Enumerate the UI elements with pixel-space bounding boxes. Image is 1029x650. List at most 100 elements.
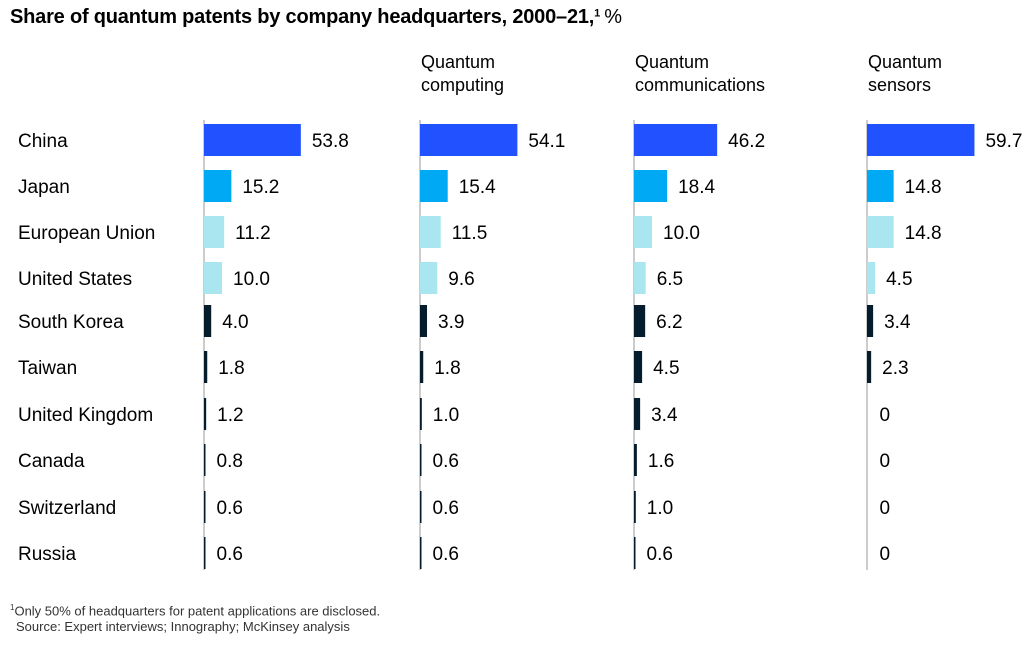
- bar: [420, 398, 422, 430]
- data-label: 11.5: [452, 223, 488, 244]
- data-label: 4.0: [222, 312, 248, 333]
- bar: [634, 170, 668, 202]
- data-label: 3.4: [884, 312, 911, 333]
- data-label: 10.0: [663, 223, 700, 244]
- bar: [634, 262, 646, 294]
- series-label: Quantum: [421, 52, 495, 72]
- title-footnote-marker: 1: [594, 7, 601, 20]
- data-label: 1.0: [647, 498, 673, 519]
- data-label: 10.0: [233, 269, 270, 290]
- bar: [204, 491, 206, 523]
- category-label: European Union: [18, 223, 155, 244]
- bar: [420, 262, 438, 294]
- data-label: 6.5: [657, 269, 683, 290]
- bar: [204, 537, 206, 569]
- category-label: United Kingdom: [18, 405, 153, 426]
- bar: [420, 537, 422, 569]
- bar: [420, 305, 428, 337]
- bar: [420, 216, 441, 248]
- data-label: 11.2: [235, 223, 271, 244]
- data-label: 0.6: [217, 544, 243, 565]
- bar: [867, 124, 975, 156]
- title-unit: %: [604, 6, 623, 28]
- data-label: 1.2: [217, 405, 243, 426]
- category-label: Canada: [18, 451, 85, 472]
- data-label: 0.6: [217, 498, 243, 519]
- data-label: 15.4: [459, 177, 496, 198]
- bar: [420, 170, 448, 202]
- category-label: Japan: [18, 177, 70, 198]
- series-label: sensors: [868, 75, 931, 95]
- bar: [420, 351, 424, 383]
- category-label: United States: [18, 269, 132, 290]
- bar: [204, 444, 206, 476]
- footnote-text: Only 50% of headquarters for patent appl…: [14, 603, 381, 619]
- bar: [204, 351, 208, 383]
- data-label: 0.6: [647, 544, 673, 565]
- bar: [204, 262, 222, 294]
- bar: [204, 305, 212, 337]
- bar: [867, 351, 872, 383]
- data-label: 59.7: [985, 131, 1022, 152]
- bar: [420, 124, 518, 156]
- bar: [634, 398, 641, 430]
- bar: [634, 537, 636, 569]
- bar-chart: China Japan European Union United States Sou…: [18, 52, 1022, 570]
- data-label: 14.8: [905, 223, 942, 244]
- bar: [204, 216, 225, 248]
- data-label: 0: [880, 498, 891, 519]
- data-label: 14.8: [905, 177, 942, 198]
- data-label: 54.1: [528, 131, 565, 152]
- bar: [420, 444, 422, 476]
- data-label: 0: [880, 451, 891, 472]
- footnote-block: 1Only 50% of headquarters for patent app…: [10, 600, 380, 635]
- data-label: 4.5: [886, 269, 912, 290]
- data-label: 0: [880, 405, 891, 426]
- data-label: 1.8: [218, 358, 244, 379]
- data-label: 15.2: [242, 177, 279, 198]
- source-note: Source: Expert interviews; Innography; M…: [16, 619, 350, 635]
- bar: [204, 124, 301, 156]
- data-label: 0.6: [433, 544, 459, 565]
- footnote-marker: 1: [10, 603, 15, 612]
- data-label: 0.6: [433, 498, 459, 519]
- category-label: Switzerland: [18, 498, 116, 519]
- chart-title: Share of quantum patents by company head…: [10, 6, 595, 28]
- chart-title-line: Share of quantum patents by company head…: [10, 6, 622, 29]
- bar: [867, 262, 876, 294]
- bar: [867, 305, 874, 337]
- bar: [867, 216, 894, 248]
- data-label: 4.5: [653, 358, 679, 379]
- bar: [867, 170, 894, 202]
- data-label: 1.8: [434, 358, 460, 379]
- data-label: 0.6: [433, 451, 459, 472]
- bar: [420, 491, 422, 523]
- category-label: China: [18, 131, 68, 152]
- data-label: 0: [880, 544, 891, 565]
- data-label: 0.8: [217, 451, 243, 472]
- data-label: 46.2: [728, 131, 765, 152]
- data-label: 2.3: [882, 358, 908, 379]
- data-label: 1.0: [433, 405, 459, 426]
- category-label: Taiwan: [18, 358, 77, 379]
- data-label: 3.4: [651, 405, 678, 426]
- series-label: communications: [635, 75, 765, 95]
- bar: [634, 216, 652, 248]
- bar: [204, 170, 232, 202]
- category-label: South Korea: [18, 312, 124, 333]
- category-label: Russia: [18, 544, 77, 565]
- series-label: Quantum: [868, 52, 942, 72]
- data-label: 18.4: [678, 177, 715, 198]
- series-label: computing: [421, 75, 504, 95]
- bar: [634, 305, 646, 337]
- data-label: 3.9: [438, 312, 464, 333]
- bar: [634, 351, 643, 383]
- data-label: 1.6: [648, 451, 674, 472]
- data-label: 6.2: [656, 312, 682, 333]
- series-label: Quantum: [635, 52, 709, 72]
- bar: [204, 398, 207, 430]
- bar: [634, 491, 636, 523]
- bar: [634, 444, 637, 476]
- data-label: 9.6: [448, 269, 474, 290]
- data-label: 53.8: [312, 131, 349, 152]
